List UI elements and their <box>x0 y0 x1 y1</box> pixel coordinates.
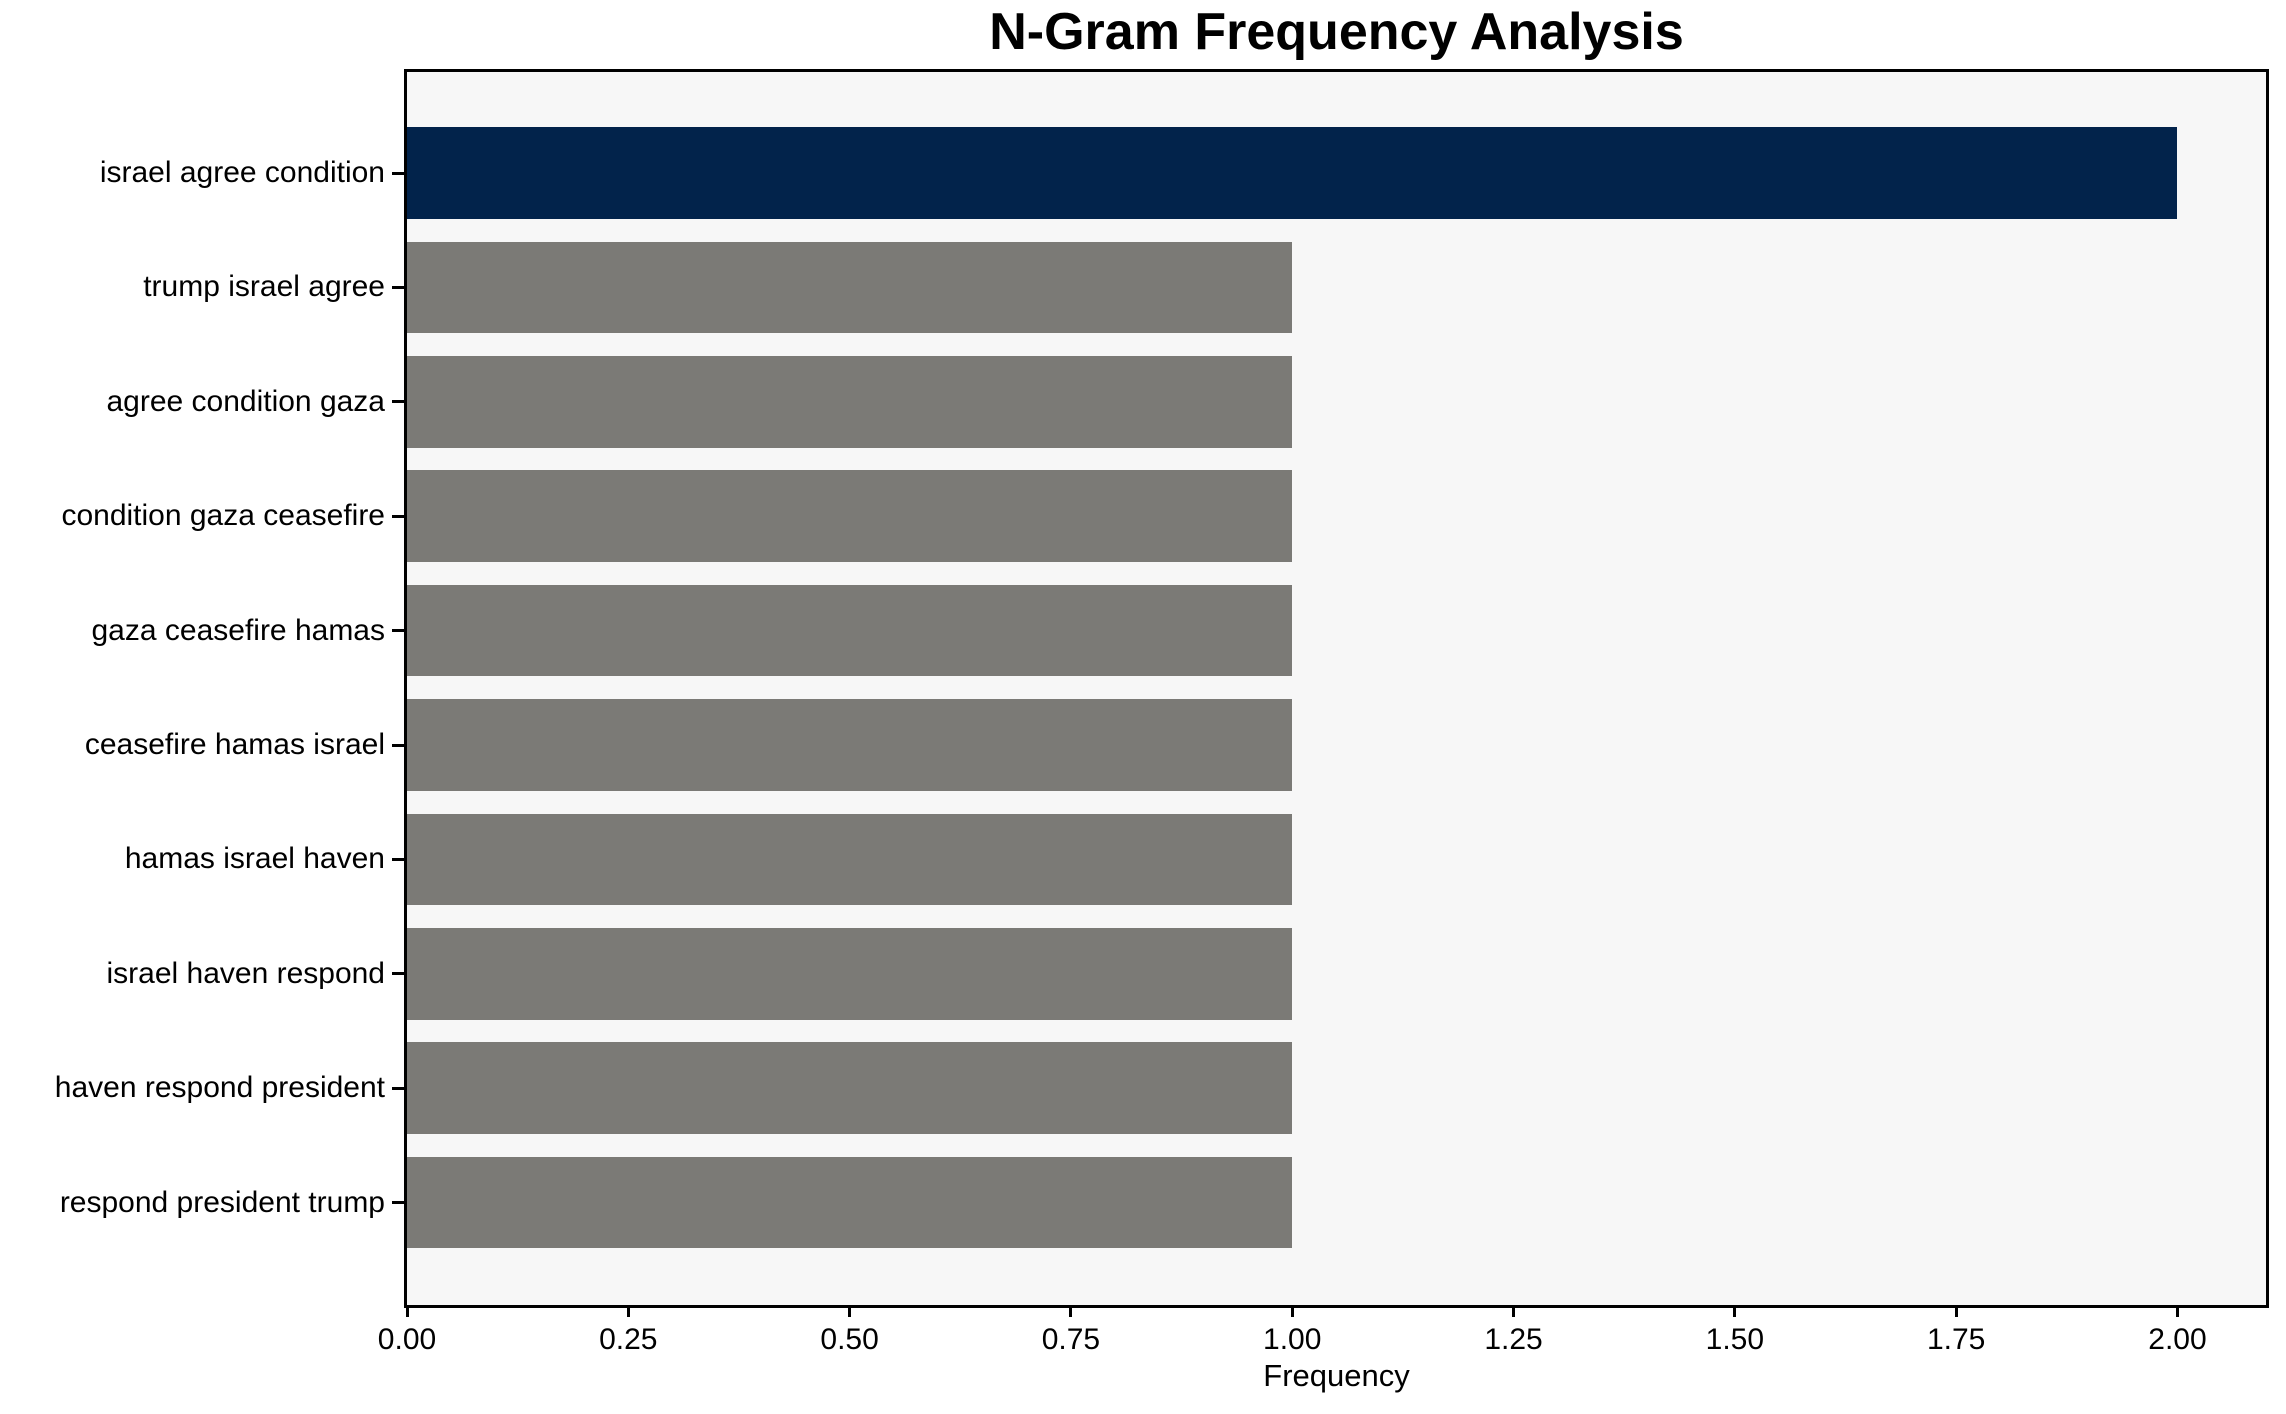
y-tick-label: respond president trump <box>59 1185 385 1219</box>
x-tick-mark <box>1512 1305 1516 1317</box>
x-tick-label: 1.00 <box>1263 1323 1322 1356</box>
bar <box>407 1042 1293 1134</box>
y-tick-label: agree condition gaza <box>106 384 385 418</box>
x-tick-label: 0.50 <box>820 1323 879 1356</box>
x-tick-mark <box>1290 1305 1294 1317</box>
y-tick-label: haven respond president <box>54 1071 385 1105</box>
x-tick-mark <box>626 1305 630 1317</box>
y-tick-mark <box>392 1201 404 1205</box>
y-tick-label: trump israel agree <box>143 270 385 304</box>
x-tick-label: 2.00 <box>2148 1323 2207 1356</box>
y-tick-mark <box>392 514 404 518</box>
bar <box>407 928 1293 1020</box>
y-tick-mark <box>392 629 404 633</box>
bar <box>407 356 1293 448</box>
x-tick-label: 1.25 <box>1484 1323 1543 1356</box>
x-tick-mark <box>1954 1305 1958 1317</box>
bar <box>407 699 1293 791</box>
y-tick-mark <box>392 857 404 861</box>
y-tick-mark <box>392 285 404 289</box>
x-tick-label: 0.75 <box>1041 1323 1101 1356</box>
y-tick-mark <box>392 743 404 747</box>
x-tick-label: 0.00 <box>377 1323 437 1356</box>
x-tick-mark <box>1069 1305 1073 1317</box>
y-tick-mark <box>392 972 404 976</box>
x-axis-label: Frequency <box>1263 1358 1410 1393</box>
bar <box>407 470 1293 562</box>
x-tick-mark <box>2175 1305 2179 1317</box>
bar <box>407 813 1293 906</box>
chart-title: N-Gram Frequency Analysis <box>989 3 1684 61</box>
y-tick-label: israel haven respond <box>106 956 385 990</box>
x-tick-label: 1.75 <box>1926 1323 1986 1356</box>
y-tick-mark <box>392 171 404 175</box>
bar <box>407 584 1293 677</box>
plot-area <box>407 72 2266 1305</box>
y-tick-label: condition gaza ceasefire <box>61 499 385 533</box>
y-tick-mark <box>392 1086 404 1090</box>
x-tick-mark <box>848 1305 852 1317</box>
y-tick-label: gaza ceasefire hamas <box>91 613 386 647</box>
y-tick-mark <box>392 400 404 404</box>
y-tick-label: hamas israel haven <box>124 842 385 876</box>
y-tick-label: ceasefire hamas israel <box>84 728 385 761</box>
bar <box>407 1156 1293 1249</box>
x-tick-label: 1.50 <box>1705 1323 1765 1356</box>
bar <box>407 241 1293 334</box>
x-tick-mark <box>405 1305 409 1317</box>
bar <box>407 127 2178 219</box>
x-tick-mark <box>1733 1305 1737 1317</box>
x-tick-label: 0.25 <box>599 1323 658 1356</box>
y-tick-label: israel agree condition <box>99 156 385 189</box>
